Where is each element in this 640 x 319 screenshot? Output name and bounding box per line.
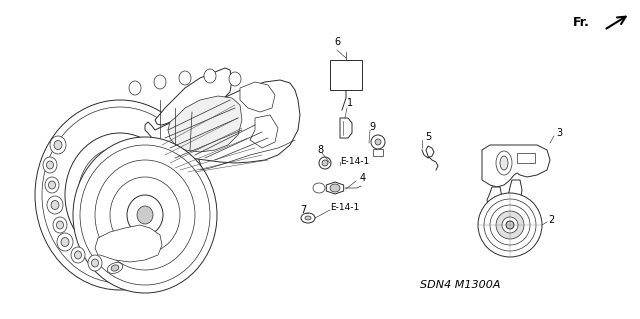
Bar: [330, 60, 362, 90]
Text: E-14-1: E-14-1: [340, 158, 369, 167]
Ellipse shape: [73, 137, 217, 293]
Ellipse shape: [92, 163, 148, 227]
Ellipse shape: [56, 221, 63, 229]
Ellipse shape: [111, 265, 119, 271]
Ellipse shape: [204, 69, 216, 83]
Text: 1: 1: [347, 98, 353, 108]
Ellipse shape: [129, 81, 141, 95]
Ellipse shape: [330, 184, 340, 192]
Ellipse shape: [305, 216, 311, 220]
Ellipse shape: [45, 177, 59, 193]
Ellipse shape: [319, 157, 331, 169]
Polygon shape: [168, 96, 242, 152]
Ellipse shape: [478, 193, 542, 257]
Text: 5: 5: [425, 132, 431, 142]
Ellipse shape: [496, 151, 512, 175]
Ellipse shape: [229, 72, 241, 86]
Ellipse shape: [375, 139, 381, 145]
Polygon shape: [95, 225, 162, 262]
Polygon shape: [482, 145, 550, 187]
Ellipse shape: [371, 135, 385, 149]
Ellipse shape: [322, 160, 328, 166]
Ellipse shape: [110, 177, 180, 253]
Ellipse shape: [484, 199, 536, 251]
Polygon shape: [340, 118, 352, 138]
Ellipse shape: [108, 181, 132, 209]
Ellipse shape: [496, 211, 524, 239]
Ellipse shape: [108, 263, 123, 273]
Text: 8: 8: [317, 145, 323, 155]
Text: 6: 6: [334, 37, 340, 47]
Text: Fr.: Fr.: [573, 16, 590, 28]
Ellipse shape: [71, 247, 85, 263]
Polygon shape: [487, 187, 502, 213]
Ellipse shape: [49, 181, 56, 189]
Polygon shape: [508, 180, 522, 210]
Ellipse shape: [88, 255, 102, 271]
Ellipse shape: [47, 161, 54, 169]
Ellipse shape: [54, 140, 62, 150]
Text: E-14-1: E-14-1: [330, 204, 359, 212]
Text: 9: 9: [369, 122, 375, 132]
Ellipse shape: [78, 147, 162, 243]
Ellipse shape: [137, 206, 153, 224]
Ellipse shape: [74, 251, 81, 259]
Polygon shape: [240, 82, 275, 112]
Ellipse shape: [490, 205, 530, 245]
Bar: [517, 153, 535, 163]
Ellipse shape: [51, 201, 59, 210]
Polygon shape: [250, 115, 278, 148]
Polygon shape: [145, 80, 300, 163]
Ellipse shape: [50, 136, 66, 154]
Ellipse shape: [127, 195, 163, 235]
Text: 7: 7: [300, 205, 307, 215]
Ellipse shape: [500, 156, 508, 170]
Polygon shape: [326, 182, 344, 194]
Ellipse shape: [92, 259, 99, 267]
Ellipse shape: [95, 160, 195, 270]
Text: SDN4 M1300A: SDN4 M1300A: [420, 280, 500, 290]
Ellipse shape: [47, 196, 63, 214]
Ellipse shape: [43, 157, 57, 173]
Ellipse shape: [53, 217, 67, 233]
Polygon shape: [155, 68, 232, 125]
Ellipse shape: [35, 100, 205, 290]
Ellipse shape: [313, 183, 325, 193]
Polygon shape: [373, 149, 383, 156]
Ellipse shape: [506, 221, 514, 229]
Ellipse shape: [65, 133, 175, 257]
Ellipse shape: [301, 213, 315, 223]
Text: 4: 4: [360, 173, 366, 183]
Text: 2: 2: [548, 215, 554, 225]
Text: 3: 3: [556, 128, 562, 138]
Ellipse shape: [179, 71, 191, 85]
Ellipse shape: [154, 75, 166, 89]
Ellipse shape: [502, 217, 518, 233]
Ellipse shape: [57, 233, 73, 251]
Ellipse shape: [61, 238, 69, 247]
